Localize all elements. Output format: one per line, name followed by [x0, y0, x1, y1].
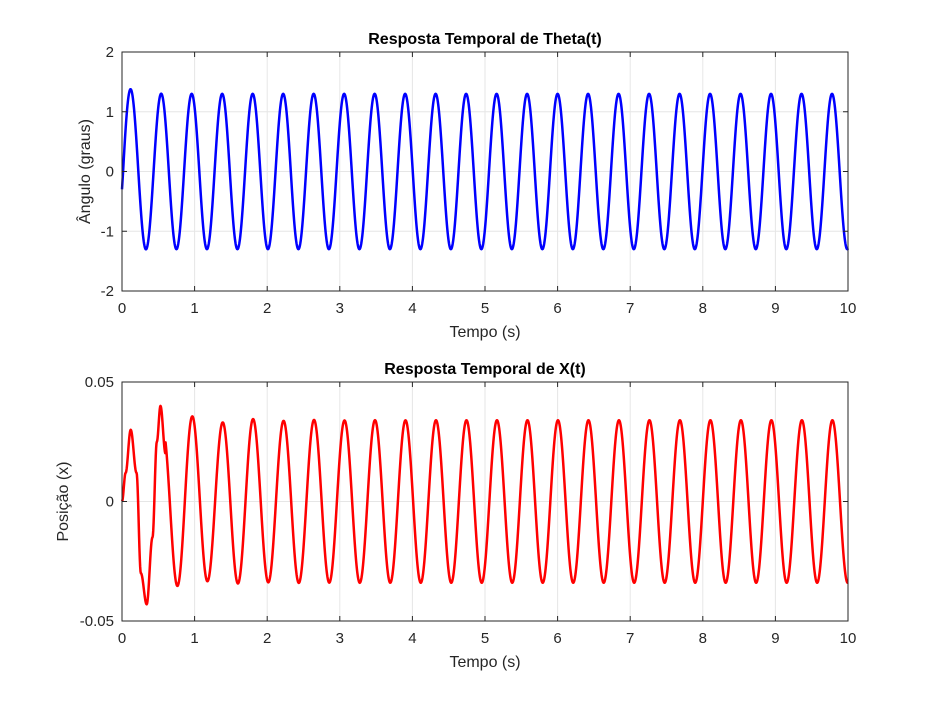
x-tick-label: 9	[771, 300, 779, 317]
x-tick-label: 5	[481, 630, 489, 647]
x-tick-label: 8	[699, 300, 707, 317]
x-tick-label: 7	[626, 630, 634, 647]
x-tick-label: 4	[408, 630, 416, 647]
x-tick-label: 1	[190, 300, 198, 317]
x-tick-label: 2	[263, 300, 271, 317]
x-tick-label: 2	[263, 630, 271, 647]
series-line	[120, 404, 849, 606]
y-tick-label: 1	[106, 104, 114, 121]
y-tick-label: 0	[106, 494, 114, 511]
x-tick-label: 10	[840, 630, 857, 647]
x-tick-label: 0	[118, 300, 126, 317]
y-axis-label: Ângulo (graus)	[75, 119, 94, 224]
x-tick-label: 7	[626, 300, 634, 317]
x-axis-label: Tempo (s)	[449, 654, 520, 671]
x-tick-label: 6	[553, 300, 561, 317]
series-line	[120, 88, 850, 251]
chart-title: Resposta Temporal de Theta(t)	[368, 31, 602, 48]
x-tick-label: 10	[840, 300, 857, 317]
y-tick-label: -0.05	[80, 613, 114, 630]
x-tick-label: 1	[190, 630, 198, 647]
x-tick-label: 0	[118, 630, 126, 647]
y-tick-label: 0.05	[85, 374, 114, 391]
y-tick-label: 0	[106, 164, 114, 181]
x-tick-label: 8	[699, 630, 707, 647]
x-tick-label: 9	[771, 630, 779, 647]
x-tick-label: 6	[553, 630, 561, 647]
y-tick-label: -2	[101, 283, 114, 300]
x-tick-label: 3	[336, 630, 344, 647]
theta-plot: 0 1 2 3 4 5 6 7 8 9 10 -2 -1 0 1 2 Resposta Temporal de …	[75, 31, 856, 341]
x-tick-label: 5	[481, 300, 489, 317]
x-axis-label: Tempo (s)	[449, 324, 520, 341]
y-axis-label: Posição (x)	[55, 461, 72, 541]
y-tick-label: 2	[106, 44, 114, 61]
y-tick-label: -1	[101, 223, 114, 240]
chart-title: Resposta Temporal de X(t)	[384, 361, 586, 378]
x-tick-label: 3	[336, 300, 344, 317]
x-tick-label: 4	[408, 300, 416, 317]
